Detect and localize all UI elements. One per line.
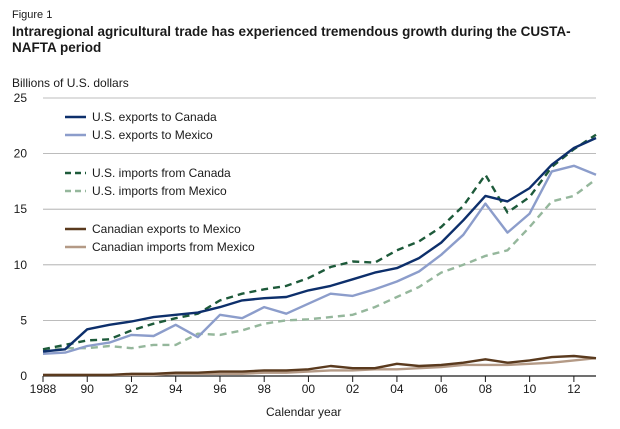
x-tick-label: 12 (567, 382, 581, 396)
series-line-u-s-imports-from-mexico (42, 178, 597, 352)
series-line-u-s-exports-to-mexico (42, 164, 597, 355)
x-tick-label: 04 (390, 382, 404, 396)
x-tick-label: 00 (302, 382, 316, 396)
legend-label-u-s-imports-from-canada: U.S. imports from Canada (92, 166, 231, 180)
x-tick-label: 90 (81, 382, 95, 396)
x-tick-label: 94 (169, 382, 183, 396)
x-tick-label: 98 (258, 382, 272, 396)
y-tick-label: 10 (14, 258, 28, 272)
x-tick-label: 10 (523, 382, 537, 396)
y-tick-label: 20 (14, 147, 28, 161)
legend-label-canadian-exports-to-mexico: Canadian exports to Mexico (92, 222, 241, 236)
series-lines (42, 133, 597, 377)
y-tick-label: 25 (14, 91, 28, 105)
series-line-canadian-exports-to-mexico (43, 354, 597, 377)
y-tick-label: 15 (14, 202, 28, 216)
x-tick-label: 92 (125, 382, 139, 396)
x-tick-label: 02 (346, 382, 360, 396)
figure-label: Figure 1 (12, 9, 53, 21)
legend-label-u-s-imports-from-mexico: U.S. imports from Mexico (92, 184, 227, 198)
legend: U.S. exports to Canada U.S. exports to Me… (65, 110, 255, 254)
x-axis: 1988 90 92 94 96 98 00 02 04 06 08 10 12 (30, 375, 596, 396)
y-axis-label: Billions of U.S. dollars (12, 76, 129, 90)
x-tick-label: 1988 (30, 382, 57, 396)
legend-label-canadian-imports-from-mexico: Canadian imports from Mexico (92, 240, 255, 254)
x-tick-label: 06 (434, 382, 448, 396)
legend-label-u-s-exports-to-canada: U.S. exports to Canada (92, 110, 217, 124)
chart-title: Intraregional agricultural trade has exp… (12, 24, 571, 55)
x-axis-label: Calendar year (266, 405, 342, 419)
y-tick-label: 5 (20, 313, 27, 327)
y-tick-label: 0 (20, 369, 27, 383)
x-tick-label: 96 (213, 382, 227, 396)
legend-label-u-s-exports-to-mexico: U.S. exports to Mexico (92, 128, 213, 142)
x-tick-label: 08 (479, 382, 493, 396)
series-line-u-s-imports-from-canada (42, 133, 597, 351)
series-line-u-s-exports-to-canada (42, 136, 597, 353)
y-tick-labels: 0 5 10 15 20 25 (14, 91, 28, 383)
